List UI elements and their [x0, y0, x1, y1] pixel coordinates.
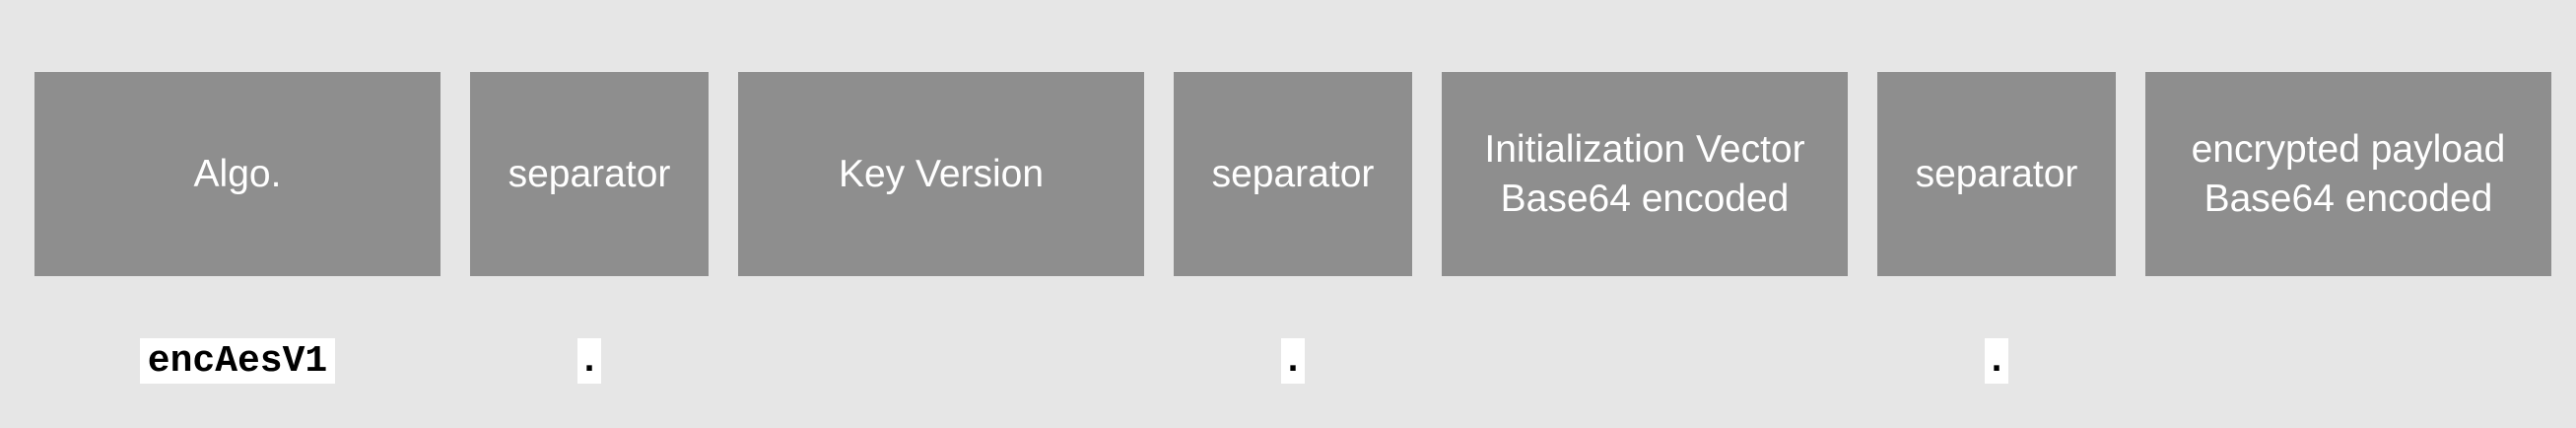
segment-algo-label: Algo. — [193, 152, 282, 195]
segment-key-version-label: Key Version — [838, 152, 1045, 195]
segment-separator-2: separator — [1174, 72, 1412, 276]
segment-encrypted-payload-label: encrypted payload Base64 encoded — [2191, 127, 2506, 220]
example-algo-value: encAesV1 — [140, 338, 335, 384]
example-separator-1-value: . — [577, 338, 601, 384]
example-separator-2-value: . — [1281, 338, 1305, 384]
segment-key-version: Key Version — [738, 72, 1144, 276]
segment-separator-3-label: separator — [1915, 152, 2078, 195]
segment-separator-1-label: separator — [508, 152, 671, 195]
segment-separator-2-label: separator — [1211, 152, 1375, 195]
segment-initialization-vector: Initialization Vector Base64 encoded — [1442, 72, 1848, 276]
segment-initialization-vector-label: Initialization Vector Base64 encoded — [1484, 127, 1805, 220]
segment-algo: Algo. — [34, 72, 441, 276]
segment-separator-1: separator — [470, 72, 709, 276]
segment-encrypted-payload: encrypted payload Base64 encoded — [2145, 72, 2551, 276]
segment-separator-3: separator — [1877, 72, 2116, 276]
example-separator-3-value: . — [1985, 338, 2008, 384]
